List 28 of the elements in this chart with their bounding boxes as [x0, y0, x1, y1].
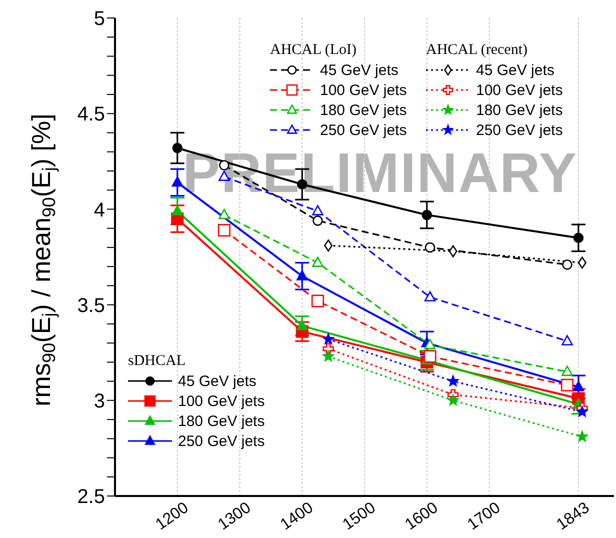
- y-tick-label: 3.5: [77, 294, 105, 317]
- legend-label: 250 GeV jets: [178, 432, 265, 450]
- legend-label: 100 GeV jets: [178, 392, 265, 410]
- legend-label: 180 GeV jets: [476, 102, 563, 118]
- y-tick-label: 4.5: [77, 104, 105, 126]
- legend-label: 45 GeV jets: [476, 62, 554, 78]
- annotation: sDHCAL: [128, 353, 187, 370]
- annotation: AHCAL (recent): [426, 42, 528, 59]
- x-tick-label: 1600: [402, 499, 442, 534]
- annotation: AHCAL (LoI): [270, 42, 358, 59]
- legend-label: 180 GeV jets: [178, 412, 265, 430]
- x-tick-label: 1700: [464, 499, 504, 534]
- legend-label: 100 GeV jets: [320, 82, 407, 98]
- legend-label: 45 GeV jets: [178, 372, 256, 390]
- y-tick-label: 2.5: [77, 486, 105, 508]
- x-tick-label: 1200: [152, 499, 192, 534]
- legend-label: 250 GeV jets: [476, 122, 563, 138]
- legend-label: 45 GeV jets: [320, 62, 398, 78]
- y-tick-label: 5: [94, 8, 105, 30]
- y-tick-label: 3: [94, 390, 105, 412]
- legend-label: 180 GeV jets: [320, 102, 407, 118]
- y-tick-label: 4: [94, 199, 105, 222]
- x-tick-label: 1300: [215, 499, 254, 534]
- x-tick-label: 1500: [340, 499, 379, 534]
- x-tick-label: 1843: [554, 499, 593, 534]
- x-tick-label: 1400: [278, 499, 317, 534]
- legend-label: 250 GeV jets: [320, 122, 407, 138]
- legend-label: 100 GeV jets: [476, 82, 563, 98]
